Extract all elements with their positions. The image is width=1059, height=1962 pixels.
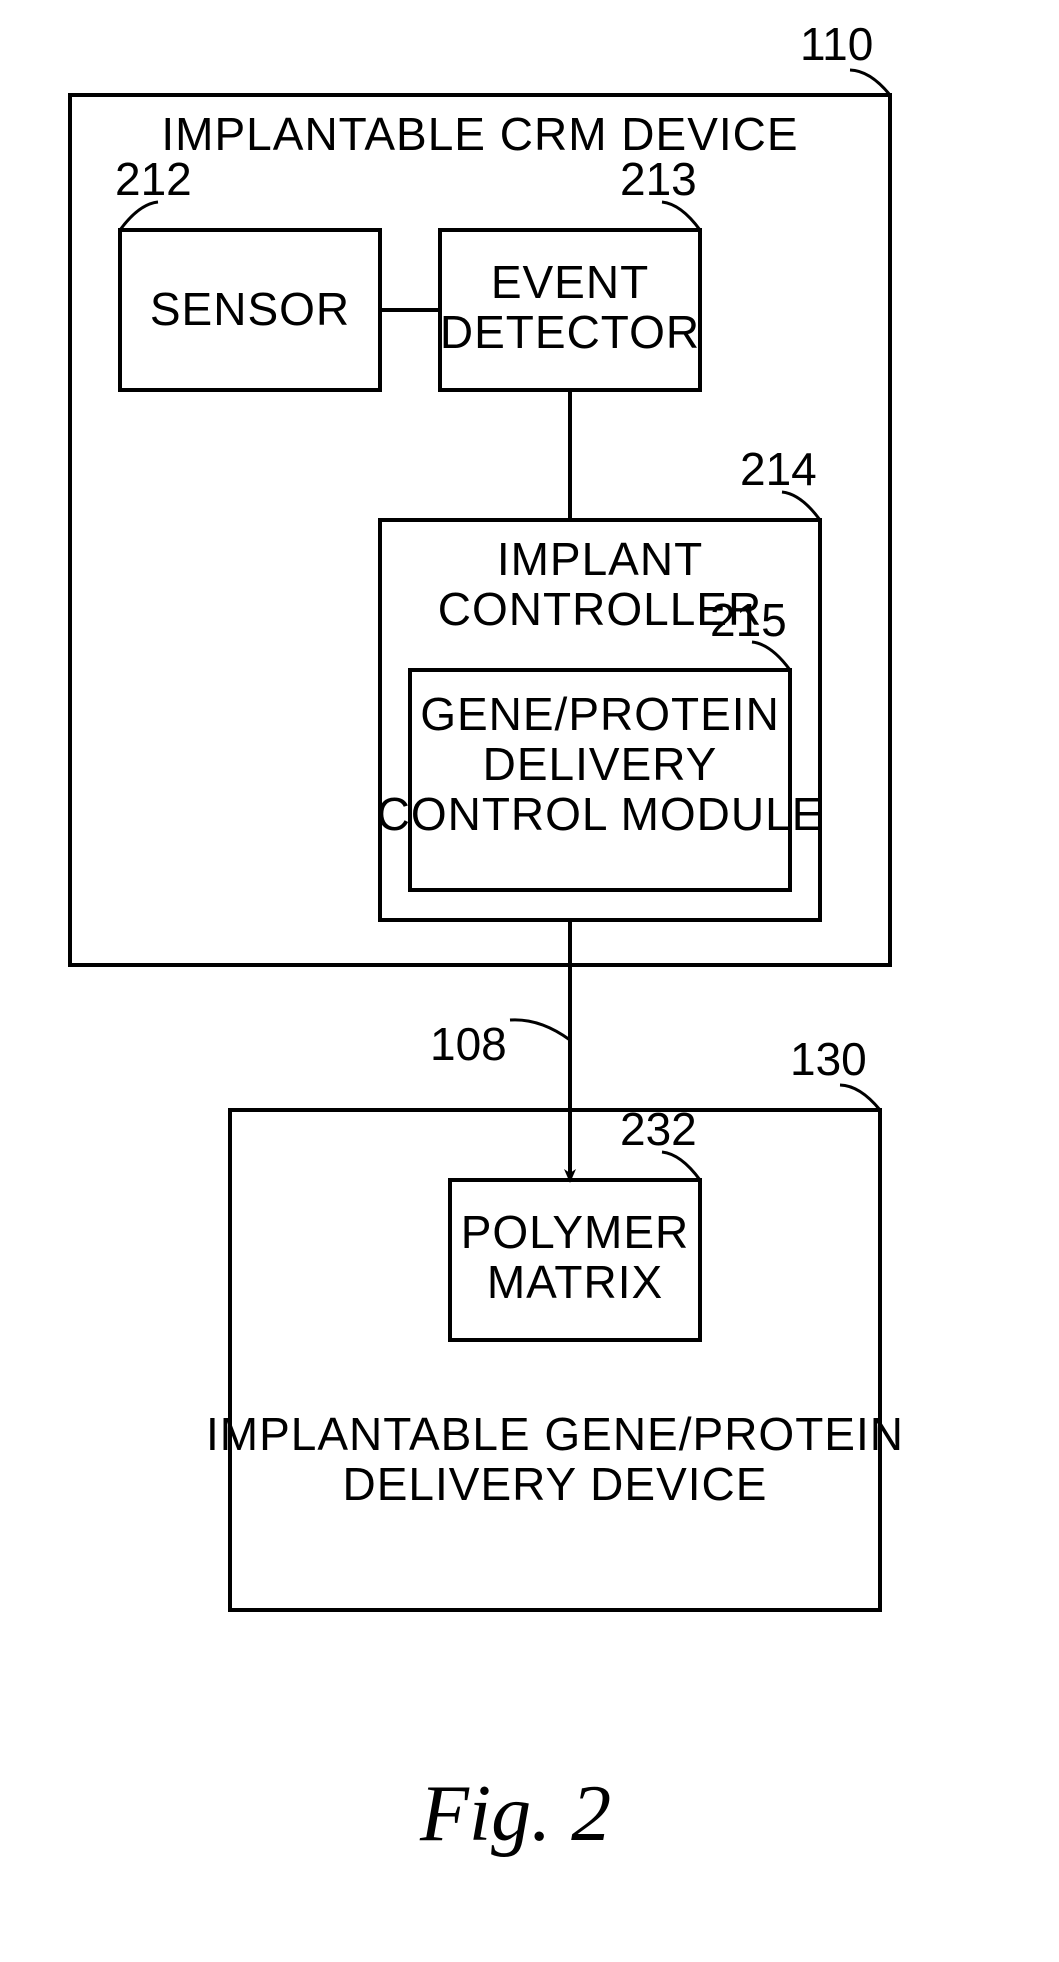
ref-crm: 110: [800, 18, 873, 70]
crm-title-line1: IMPLANTABLE CRM DEVICE: [161, 108, 798, 160]
box-delivery: [230, 1110, 880, 1610]
leader-link: [510, 1020, 570, 1040]
figure-caption: Fig. 2: [419, 1770, 611, 1858]
ref-sensor: 212: [115, 153, 192, 205]
module-title-line2: DELIVERY: [483, 738, 718, 790]
delivery-title-line1: IMPLANTABLE GENE/PROTEIN: [206, 1408, 904, 1460]
leader-crm: [850, 70, 890, 95]
polymer-title-line2: MATRIX: [487, 1256, 663, 1308]
diagram-canvas: IMPLANTABLE CRM DEVICE SENSOR EVENTDETECTO…: [0, 0, 1059, 1962]
ref-detector: 213: [620, 153, 697, 205]
polymer-title-line1: POLYMER: [461, 1206, 690, 1258]
sensor-title-line1: SENSOR: [150, 283, 350, 335]
module-title-line3: CONTROL MODULE: [377, 788, 824, 840]
leader-polymer: [662, 1152, 700, 1180]
ref-delivery: 130: [790, 1033, 867, 1085]
ref-module: 215: [710, 594, 787, 646]
ref-link: 108: [430, 1018, 507, 1070]
detector-title-line1: EVENT: [491, 256, 649, 308]
leader-delivery: [840, 1085, 880, 1110]
ref-polymer: 232: [620, 1103, 697, 1155]
module-title-line1: GENE/PROTEIN: [420, 688, 780, 740]
leader-sensor: [120, 202, 158, 230]
detector-title-line2: DETECTOR: [440, 306, 700, 358]
leader-controller: [782, 492, 820, 520]
controller-title-line1: IMPLANT: [497, 533, 703, 585]
ref-controller: 214: [740, 443, 817, 495]
delivery-title-line2: DELIVERY DEVICE: [343, 1458, 768, 1510]
leader-module: [752, 642, 790, 670]
leader-detector: [662, 202, 700, 230]
